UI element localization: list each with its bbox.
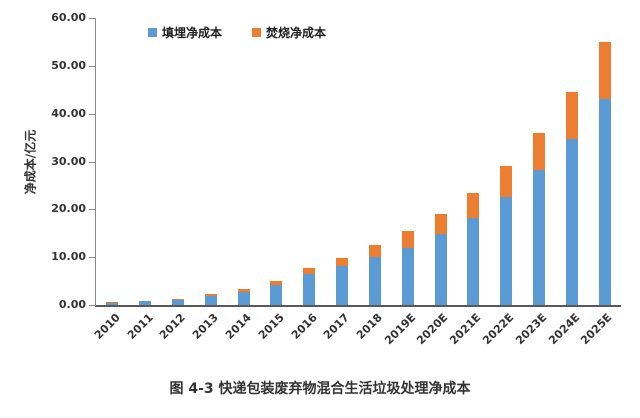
bar-segment-landfill [172,299,185,305]
bar-segment-incineration [401,231,414,248]
bar-segment-landfill [532,170,545,305]
legend-marker-landfill [148,28,157,37]
x-tick-label: 2020E [414,311,451,348]
bar-segment-incineration [270,280,283,285]
bar-stack [598,41,611,305]
y-tick-label: 50.00 [51,58,86,72]
x-tick-label: 2013 [190,311,222,342]
bar-stack [368,244,381,305]
legend-label: 填埋净成本 [162,26,223,40]
figure-caption: 图 4-3 快递包装废弃物混合生活垃圾处理净成本 [169,381,471,397]
bar-segment-landfill [434,234,447,305]
bar-stack [434,213,447,305]
y-tick-mark [89,305,95,306]
bar-stack [401,231,414,305]
bar-stack [139,300,152,305]
bar-segment-incineration [434,213,447,235]
x-tick-label: 2017 [321,311,353,342]
bar-segment-landfill [106,302,119,305]
x-tick-label: 2025E [578,311,615,348]
y-tick-mark [89,18,95,19]
bar-segment-incineration [303,267,316,275]
x-tick-label: 2021E [447,311,484,348]
bar-segment-incineration [532,132,545,171]
x-tick-label: 2023E [512,311,550,348]
y-tick-label: 40.00 [51,106,86,120]
plot-area: 填埋净成本 焚烧净成本 [95,18,621,307]
x-tick-label: 2010 [91,311,123,342]
y-tick-label: 0.00 [58,298,86,311]
bar-segment-incineration [565,92,578,139]
legend: 填埋净成本 焚烧净成本 [148,24,326,41]
bar-segment-incineration [467,192,480,218]
bar-stack [500,166,513,305]
bar-segment-incineration [336,257,349,267]
bar-segment-incineration [500,166,513,197]
bar-segment-landfill [467,217,480,305]
x-tick-label: 2024E [545,311,582,348]
bar-stack [204,293,217,305]
x-tick-label: 2019E [381,311,418,348]
bar-stack [532,132,545,305]
legend-label: 焚烧净成本 [266,26,327,40]
bar-segment-landfill [237,291,250,305]
x-tick-label: 2011 [124,311,156,342]
y-tick-label: 30.00 [51,154,86,168]
bar-segment-incineration [598,41,611,100]
bar-segment-landfill [204,295,217,305]
bar-segment-landfill [565,138,578,305]
y-tick-label: 60.00 [51,11,86,24]
y-tick-mark [89,209,95,211]
bar-segment-incineration [237,288,250,292]
bar-segment-landfill [401,247,414,305]
bar-stack [270,280,283,305]
bar-segment-incineration [172,298,185,300]
y-tick-mark [89,161,95,163]
legend-item-incineration: 焚烧净成本 [252,24,326,41]
y-tick-mark [89,113,95,115]
bar-stack [336,257,349,305]
bar-segment-incineration [139,300,152,302]
bar-segment-incineration [204,293,217,296]
bar-stack [303,267,316,305]
bar-stack [106,302,119,305]
bar-segment-landfill [598,99,611,305]
y-tick-label: 10.00 [51,250,86,264]
bar-segment-landfill [500,196,513,305]
legend-item-landfill: 填埋净成本 [148,24,222,41]
x-tick-label: 2018 [354,311,386,342]
bar-segment-landfill [336,266,349,305]
x-axis: 2010 2011 2012 2013 2014 2015 2016 2017 2018 2019… [91,309,620,357]
x-tick-label: 2015 [255,311,287,342]
bar-segment-landfill [368,257,381,305]
y-tick-mark [89,65,95,67]
y-tick-mark [89,257,95,259]
bar-stack [237,288,250,306]
bar-stack [565,92,578,305]
bar-segment-landfill [270,284,283,305]
x-tick-label: 2022E [480,311,517,348]
x-tick-label: 2016 [288,311,320,342]
legend-marker-incineration [252,28,262,37]
x-tick-label: 2012 [157,311,189,342]
y-tick-label: 20.00 [51,202,86,216]
bar-stack [467,192,480,305]
bar-segment-incineration [368,244,381,258]
x-tick-label: 2014 [223,311,254,342]
bar-segment-landfill [139,301,152,305]
bar-stack [172,298,185,305]
bar-segment-landfill [303,274,316,305]
